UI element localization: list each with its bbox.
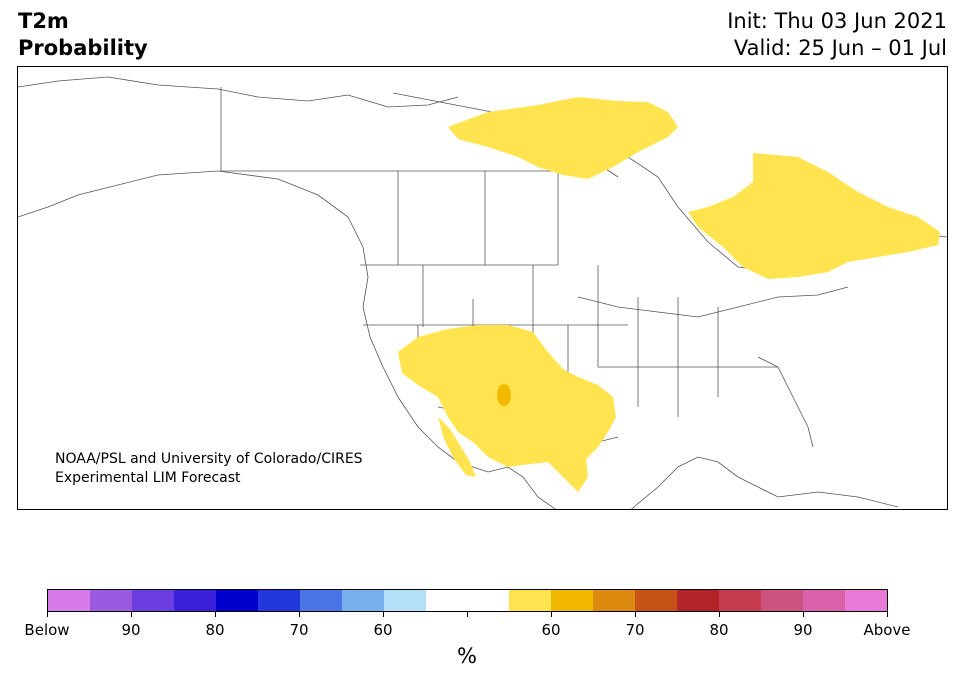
colorbar-tick-label: 70: [625, 621, 645, 639]
anomaly-region-baja: [438, 417, 476, 477]
colorbar-tick: [887, 612, 888, 617]
north-america-map: [18, 76, 947, 509]
colorbar-segment: [719, 590, 762, 611]
colorbar-segment: [257, 590, 300, 611]
title-variable: T2m: [18, 9, 69, 33]
colorbar-segment: [131, 590, 174, 611]
colorbar-segment: [551, 590, 594, 611]
anomaly-region-southwest: [398, 325, 616, 492]
colorbar-tick-label: 80: [205, 621, 225, 639]
anomaly-core-new-mexico: [497, 384, 511, 406]
anomaly-region-hudson-bay: [448, 97, 678, 179]
colorbar-segment: [803, 590, 846, 611]
anomaly-regions: [398, 97, 940, 492]
probability-colorbar: [47, 589, 888, 612]
anomaly-region-quebec-labrador: [688, 153, 940, 279]
colorbar-segment: [383, 590, 426, 611]
title-product: Probability: [18, 36, 148, 60]
colorbar-tick-label: Above: [863, 621, 911, 639]
colorbar-tick: [803, 612, 804, 617]
colorbar-segment: [425, 590, 468, 611]
colorbar-segment: [215, 590, 258, 611]
map-panel: NOAA/PSL and University of Colorado/CIRE…: [17, 66, 948, 510]
colorbar-segment: [467, 590, 510, 611]
colorbar-segment: [341, 590, 384, 611]
credit-text: NOAA/PSL and University of Colorado/CIRE…: [55, 450, 363, 488]
colorbar-segment: [845, 590, 888, 611]
colorbar-unit: %: [457, 644, 477, 668]
colorbar-segment: [635, 590, 678, 611]
colorbar-tick-label: Below: [24, 621, 70, 639]
colorbar-tick: [467, 612, 468, 617]
credit-line-1: NOAA/PSL and University of Colorado/CIRE…: [55, 451, 363, 467]
map-title: T2m Probability: [18, 8, 148, 62]
colorbar-ticks: [47, 612, 888, 618]
colorbar-segment: [173, 590, 216, 611]
colorbar-tick-label: 60: [373, 621, 393, 639]
colorbar-tick-label: 80: [709, 621, 729, 639]
forecast-dates: Init: Thu 03 Jun 2021 Valid: 25 Jun – 01…: [727, 8, 947, 62]
colorbar-segment: [761, 590, 804, 611]
colorbar-tick: [551, 612, 552, 617]
colorbar-tick: [383, 612, 384, 617]
colorbar-tick-label: 60: [541, 621, 561, 639]
colorbar-tick: [47, 612, 48, 617]
colorbar-tick-label: 90: [121, 621, 141, 639]
colorbar-tick: [131, 612, 132, 617]
colorbar-segment: [677, 590, 720, 611]
colorbar-segment: [48, 590, 90, 611]
valid-range: Valid: 25 Jun – 01 Jul: [733, 36, 947, 60]
colorbar-segment: [509, 590, 552, 611]
colorbar-segment: [299, 590, 342, 611]
colorbar-segment: [89, 590, 132, 611]
colorbar-tick-label: 90: [793, 621, 813, 639]
colorbar-tick-label: 70: [289, 621, 309, 639]
colorbar-tick: [215, 612, 216, 617]
colorbar-segment: [593, 590, 636, 611]
init-date: Init: Thu 03 Jun 2021: [727, 9, 947, 33]
colorbar-tick: [635, 612, 636, 617]
colorbar-tick-labels: Below 90 80 70 60 60 70 80 90 Above: [24, 621, 910, 641]
colorbar-tick: [299, 612, 300, 617]
credit-line-2: Experimental LIM Forecast: [55, 470, 241, 486]
colorbar-tick: [719, 612, 720, 617]
